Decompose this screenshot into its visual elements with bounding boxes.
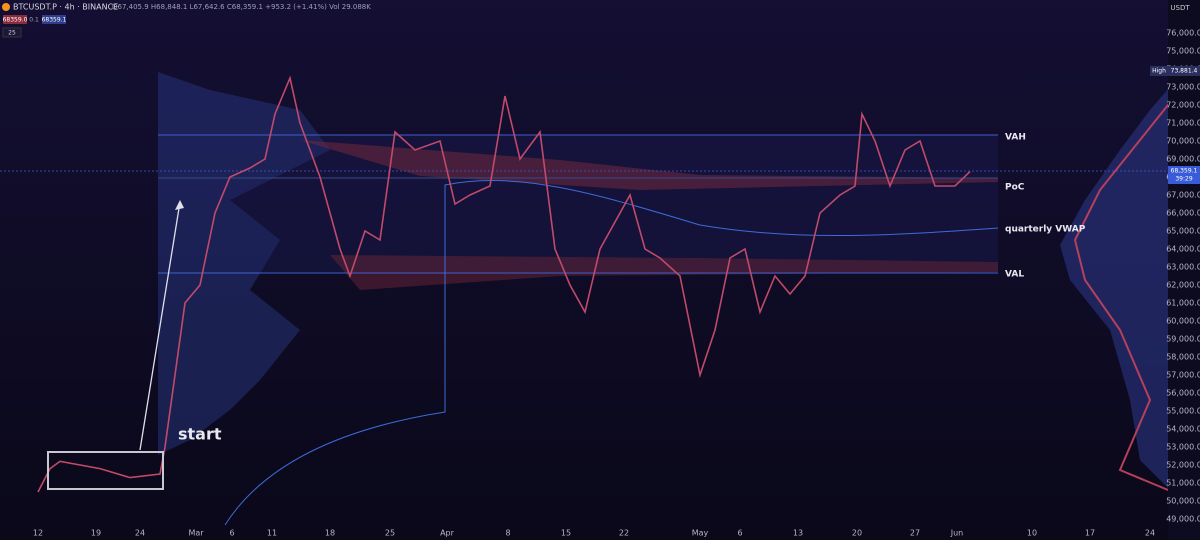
price-tick-label: 65,000.0 (1166, 227, 1200, 236)
time-tick-label: Mar (188, 529, 204, 538)
time-tick-label: Apr (440, 529, 455, 538)
volume-profile-left (158, 72, 330, 455)
price-tick-label: 70,000.0 (1166, 137, 1200, 146)
vwap-line (224, 180, 999, 526)
time-tick-label: 25 (385, 529, 395, 538)
price-tick-label: 57,000.0 (1166, 371, 1200, 380)
time-tick-label: 15 (561, 529, 571, 538)
countdown: 39:29 (1175, 176, 1192, 183)
high-label: High (1152, 68, 1166, 75)
time-axis: 12 19 24 Mar 6 11 18 25 Apr 8 15 22 May 6 13 20 27 Jun 10 1… (33, 529, 1155, 538)
time-tick-label: 6 (229, 529, 234, 538)
time-tick-label: 18 (325, 529, 335, 538)
time-tick-label: 11 (267, 529, 277, 538)
arrow-line (139, 201, 181, 451)
time-tick-label: 10 (1027, 529, 1037, 538)
time-tick-label: 17 (1085, 529, 1095, 538)
vwap-label: quarterly VWAP (1005, 225, 1086, 235)
time-tick-label: Jun (950, 529, 964, 538)
time-tick-label: 12 (33, 529, 43, 538)
currency: USDT (1170, 4, 1190, 12)
time-tick-label: 27 (910, 529, 920, 538)
price-tick-label: 71,000.0 (1166, 119, 1200, 128)
price-tick-label: 55,000.0 (1166, 407, 1200, 416)
time-tick-label: 24 (1145, 529, 1155, 538)
time-tick-label: 22 (619, 529, 629, 538)
price-tick-label: 63,000.0 (1166, 263, 1200, 272)
val-label: VAL (1005, 270, 1024, 280)
poc-label: PoC (1005, 183, 1025, 193)
price-tick-label: 58,000.0 (1166, 353, 1200, 362)
price-tick-label: 67,000.0 (1166, 191, 1200, 200)
symbol: BTCUSDT.P · 4h · BINANCE (13, 3, 118, 12)
last-price-bg (1168, 166, 1200, 184)
price-tick-label: 54,000.0 (1166, 425, 1200, 434)
price-tick-label: 66,000.0 (1166, 209, 1200, 218)
sell-box[interactable] (3, 15, 27, 24)
indicator-box[interactable] (2, 27, 22, 38)
value-area (158, 135, 998, 273)
price-tick-label: 50,000.0 (1166, 497, 1200, 506)
volume-profile-right (1060, 75, 1180, 500)
price-tick-label: 52,000.0 (1166, 461, 1200, 470)
price-tick-label: 69,000.0 (1166, 155, 1200, 164)
price-tick-label: 75,000.0 (1166, 47, 1200, 56)
high-price: 73,881.4 (1171, 68, 1198, 75)
start-label: start (178, 425, 222, 444)
price-tick-label: 60,000.0 (1166, 317, 1200, 326)
price-tick-label: 76,000.0 (1166, 29, 1200, 38)
price-tick-label: 56,000.0 (1166, 389, 1200, 398)
time-tick-label: 8 (505, 529, 510, 538)
buy-price: 68359.1 (42, 17, 67, 24)
high-label-bg (1150, 66, 1168, 76)
price-tick-label: 72,000.0 (1166, 101, 1200, 110)
price-tick-label: 53,000.0 (1166, 443, 1200, 452)
last-price: 68,359.1 (1171, 168, 1198, 175)
sell-price: 68359.0 (3, 17, 28, 24)
coin-icon (2, 3, 10, 11)
arrow-head (175, 200, 184, 210)
high-price-bg (1168, 66, 1200, 76)
price-tick-label: 51,000.0 (1166, 479, 1200, 488)
time-tick-label: May (692, 529, 709, 538)
price-axis-bg (1168, 0, 1200, 540)
time-tick-label: 6 (737, 529, 742, 538)
volume-profile-edge (1073, 89, 1181, 496)
range-box (47, 451, 164, 490)
price-path (37, 75, 971, 493)
time-tick-label: 24 (135, 529, 145, 538)
ohlc: O67,405.9 H68,848.1 L67,642.6 C68,359.1 … (112, 3, 371, 11)
price-tick-label: 59,000.0 (1166, 335, 1200, 344)
price-tick-label: 73,000.0 (1166, 83, 1200, 92)
price-tick-label: 49,000.0 (1166, 515, 1200, 524)
spread: 0.1 (29, 17, 39, 24)
price-tick-label: 61,000.0 (1166, 299, 1200, 308)
price-tick-label: 62,000.0 (1166, 281, 1200, 290)
time-tick-label: 19 (91, 529, 101, 538)
vah-label: VAH (1005, 133, 1026, 143)
buy-box[interactable] (42, 15, 66, 24)
time-tick-label: 20 (852, 529, 862, 538)
time-tick-label: 13 (793, 529, 803, 538)
indicator: 25 (8, 30, 16, 37)
price-tick-label: 64,000.0 (1166, 245, 1200, 254)
